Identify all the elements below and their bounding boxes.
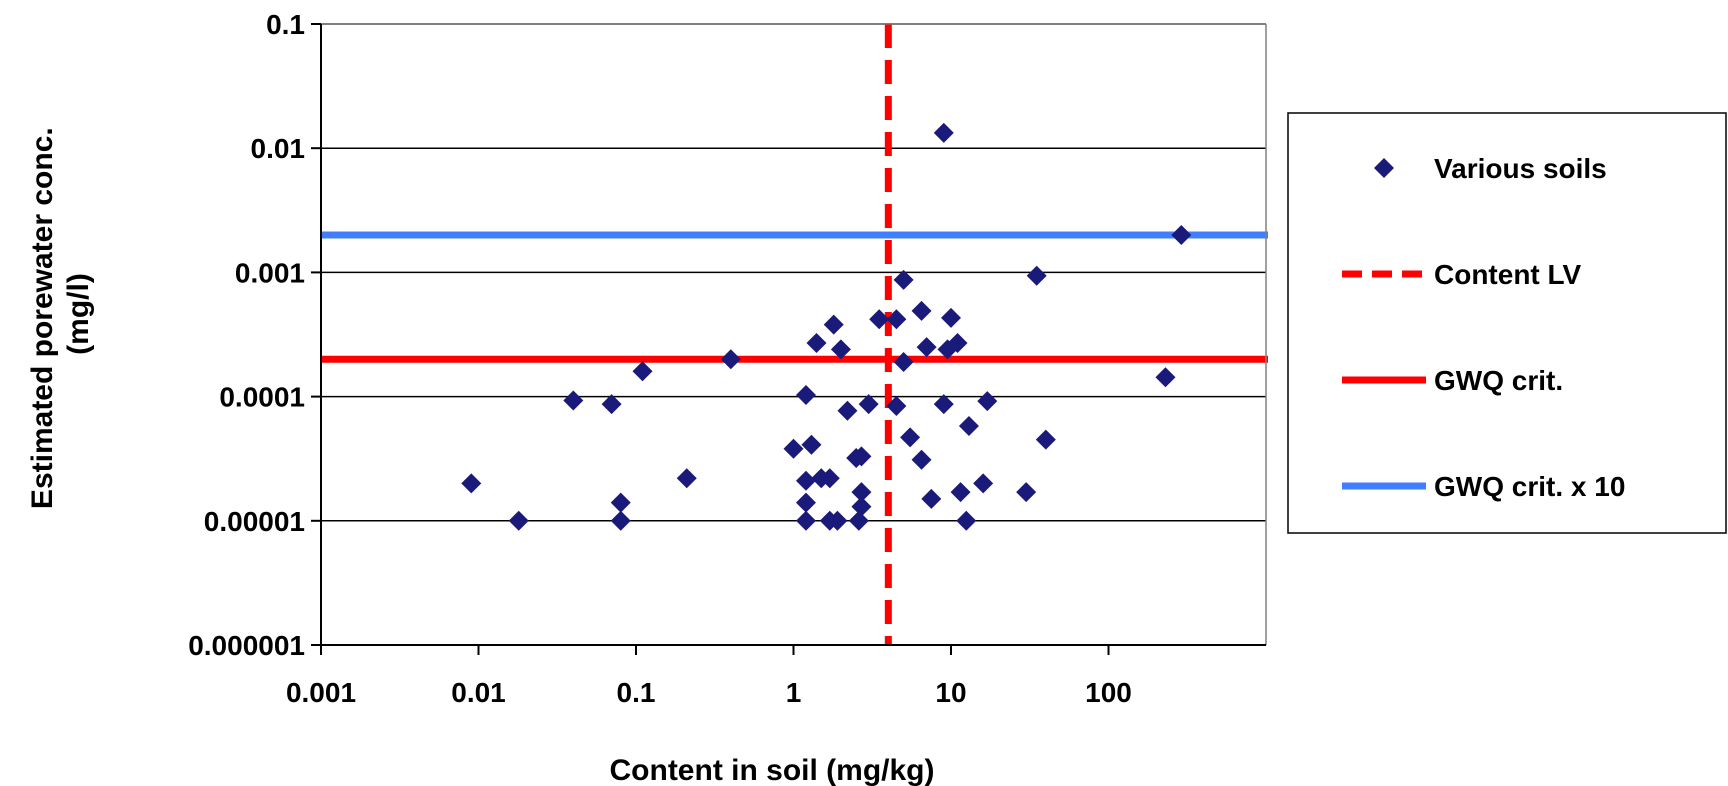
scatter-point (947, 333, 968, 354)
y-tick-label: 0.001 (235, 257, 305, 288)
scatter-point (958, 415, 979, 436)
y-axis-title-line-2: (mg/l) (62, 273, 95, 355)
legend-marker-various-soils (1374, 158, 1394, 178)
y-axis-title: Estimated porewater conc. (mg/l) (26, 119, 95, 509)
scatter-point (1155, 367, 1176, 388)
scatter-point (1016, 482, 1037, 503)
scatter-point (911, 300, 932, 321)
scatter-point (1035, 429, 1056, 450)
scatter-point (973, 473, 994, 494)
scatter-point (858, 394, 879, 415)
scatter-point (933, 394, 954, 415)
legend-label-content-lv: Content LV (1434, 259, 1582, 290)
scatter-point (806, 333, 827, 354)
x-tick-label: 10 (935, 677, 966, 708)
scatter-point (795, 492, 816, 513)
scatter-point (837, 400, 858, 421)
scatter-point (819, 468, 840, 489)
scatter-point (916, 337, 937, 358)
scatter-point (893, 269, 914, 290)
scatter-point (783, 438, 804, 459)
legend-label-gwq-crit-x-10: GWQ crit. x 10 (1434, 471, 1625, 502)
scatter-point (848, 510, 869, 531)
scatter-point (795, 385, 816, 406)
scatter-point (795, 470, 816, 491)
y-tick-label: 0.00001 (204, 506, 305, 537)
scatter-point (823, 314, 844, 335)
scatter-point (1026, 265, 1047, 286)
scatter-point (610, 492, 631, 513)
legend-box (1287, 112, 1727, 534)
scatter-point (610, 510, 631, 531)
scatter-point (827, 510, 848, 531)
tick-labels: 0.1 0.01 0.001 0.0001 0.00001 0.000001 0.001 0.… (188, 9, 1132, 708)
scatter-point (851, 496, 872, 517)
scatter-point (893, 351, 914, 372)
x-tick-label: 0.01 (451, 677, 506, 708)
scatter-point (1171, 225, 1192, 246)
scatter-point (921, 488, 942, 509)
scatter-point (632, 361, 653, 382)
x-tick-label: 1 (786, 677, 802, 708)
scatter-point (933, 122, 954, 143)
scatter-point (830, 339, 851, 360)
legend-label-gwq-crit-: GWQ crit. (1434, 365, 1563, 396)
scatter-point (956, 510, 977, 531)
legend: Various soils Content LV GWQ crit. GWQ crit… (1287, 112, 1727, 534)
axes (311, 23, 1267, 655)
scatter-point (720, 349, 741, 370)
scatter-point (911, 449, 932, 470)
scatter-point (941, 307, 961, 328)
y-tick-label: 0.000001 (188, 630, 305, 661)
scatter-point (563, 390, 584, 411)
legend-label-various-soils: Various soils (1434, 153, 1607, 184)
scatter-point (851, 446, 872, 467)
data-points (461, 122, 1192, 531)
scatter-point (886, 396, 907, 417)
y-tick-label: 0.0001 (219, 382, 305, 413)
reference-lines (321, 24, 1268, 645)
y-tick-label: 0.1 (266, 9, 305, 40)
x-tick-label: 100 (1085, 677, 1132, 708)
x-tick-label: 0.1 (617, 677, 656, 708)
scatter-point (900, 427, 921, 448)
scatter-point (601, 394, 622, 415)
y-tick-label: 0.01 (251, 133, 306, 164)
scatter-point (795, 510, 816, 531)
scatter-point (977, 391, 998, 412)
y-axis-title-line-1: Estimated porewater conc. (26, 127, 59, 509)
scatter-point (950, 482, 971, 503)
scatter-point (801, 434, 822, 455)
scatter-point (508, 510, 529, 531)
scatter-point (869, 309, 890, 330)
x-tick-label: 0.001 (286, 677, 356, 708)
x-axis-title: Content in soil (mg/kg) (610, 754, 935, 786)
scatter-point (851, 482, 872, 503)
scatter-point (886, 309, 907, 330)
scatter-point (676, 468, 697, 489)
scatter-point (461, 473, 482, 494)
